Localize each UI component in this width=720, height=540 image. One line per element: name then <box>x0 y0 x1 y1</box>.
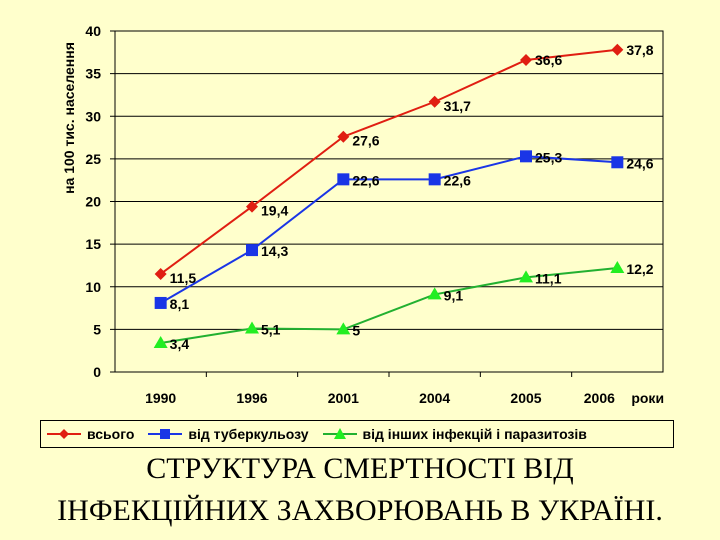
data-point-other-infections <box>153 336 168 349</box>
x-tick-label: 1996 <box>236 390 267 406</box>
data-point-total <box>246 200 258 213</box>
data-point-total <box>520 53 532 66</box>
caption-line-2: ІНФЕКЦІЙНИХ ЗАХВОРЮВАНЬ В УКРАЇНІ. <box>57 494 663 527</box>
data-label-total: 27,6 <box>352 133 379 149</box>
caption-line-1: СТРУКТУРА СМЕРТНОСТІ ВІД <box>146 452 574 485</box>
line-chart: 0 5 10 15 20 25 30 35 40 1990 1996 2001 2004 2005 200… <box>61 23 664 406</box>
legend-label-total: всього <box>87 426 135 442</box>
legend-item-other-infections: від інших інфекцій і паразитозів <box>322 426 587 442</box>
data-label-total: 19,4 <box>261 203 288 219</box>
data-label-tuberculosis: 8,1 <box>170 296 190 312</box>
data-label-other-infections: 11,1 <box>535 270 562 286</box>
legend: всього від туберкульозу від інших інфекц… <box>40 420 674 448</box>
y-tick-label: 20 <box>85 194 101 210</box>
data-point-tuberculosis <box>246 244 258 257</box>
data-point-other-infections <box>519 270 533 283</box>
y-tick-label: 15 <box>85 236 101 252</box>
y-tick-label: 10 <box>85 279 101 295</box>
y-tick-label: 25 <box>85 151 101 167</box>
data-point-other-infections <box>245 321 259 334</box>
x-tick-label: 2006 <box>584 390 615 406</box>
data-point-other-infections <box>427 287 442 300</box>
triangle-marker-icon <box>322 428 357 439</box>
data-point-tuberculosis <box>611 156 624 169</box>
y-tick-label: 40 <box>85 23 101 39</box>
series-line-tuberculosis <box>160 155 618 304</box>
data-point-tuberculosis <box>428 173 441 186</box>
data-label-total: 36,6 <box>535 52 562 68</box>
data-label-tuberculosis: 22,6 <box>352 172 379 188</box>
data-label-total: 37,8 <box>626 42 653 58</box>
data-label-other-infections: 9,1 <box>444 287 464 303</box>
series-line-total <box>160 48 618 275</box>
legend-label-other-infections: від інших інфекцій і паразитозів <box>362 426 587 442</box>
y-tick-label: 35 <box>85 66 101 82</box>
data-label-total: 31,7 <box>444 98 471 114</box>
data-label-total: 11,5 <box>170 270 197 286</box>
y-axis-label: на 100 тис. населення <box>61 42 77 194</box>
legend-item-total: всього <box>47 426 134 442</box>
data-label-tuberculosis: 24,6 <box>626 155 653 171</box>
data-point-tuberculosis <box>337 173 350 186</box>
y-tick-label: 5 <box>93 321 101 337</box>
y-tick-label: 30 <box>85 108 101 124</box>
data-label-other-infections: 12,2 <box>626 261 653 277</box>
data-point-total <box>337 130 350 143</box>
caption: СТРУКТУРА СМЕРТНОСТІ ВІД ІНФЕКЦІЙНИХ ЗАХ… <box>0 448 720 532</box>
data-point-other-infections <box>336 322 351 335</box>
series-line-other-infections <box>160 267 618 345</box>
legend-label-tuberculosis: від туберкульозу <box>188 426 309 442</box>
x-tick-label: 1990 <box>145 390 176 406</box>
x-axis-unit-label: роки <box>631 390 664 406</box>
data-point-total <box>428 95 441 108</box>
x-tick-label: 2005 <box>510 390 541 406</box>
data-label-tuberculosis: 22,6 <box>444 172 471 188</box>
square-marker-icon <box>148 429 183 439</box>
data-point-other-infections <box>610 260 625 273</box>
data-point-tuberculosis <box>520 150 532 163</box>
data-label-tuberculosis: 14,3 <box>261 243 288 259</box>
data-label-other-infections: 5 <box>352 322 360 338</box>
x-tick-label: 2004 <box>419 390 450 406</box>
data-point-total <box>611 43 624 56</box>
data-label-tuberculosis: 25,3 <box>535 149 562 165</box>
data-label-other-infections: 5,1 <box>261 322 281 338</box>
x-tick-label: 2001 <box>328 390 359 406</box>
legend-item-tuberculosis: від туберкульозу <box>148 426 309 442</box>
data-point-total <box>154 267 167 280</box>
data-point-tuberculosis <box>154 296 167 309</box>
data-label-other-infections: 3,4 <box>170 336 190 352</box>
y-tick-label: 0 <box>93 364 101 380</box>
diamond-marker-icon <box>47 429 81 439</box>
